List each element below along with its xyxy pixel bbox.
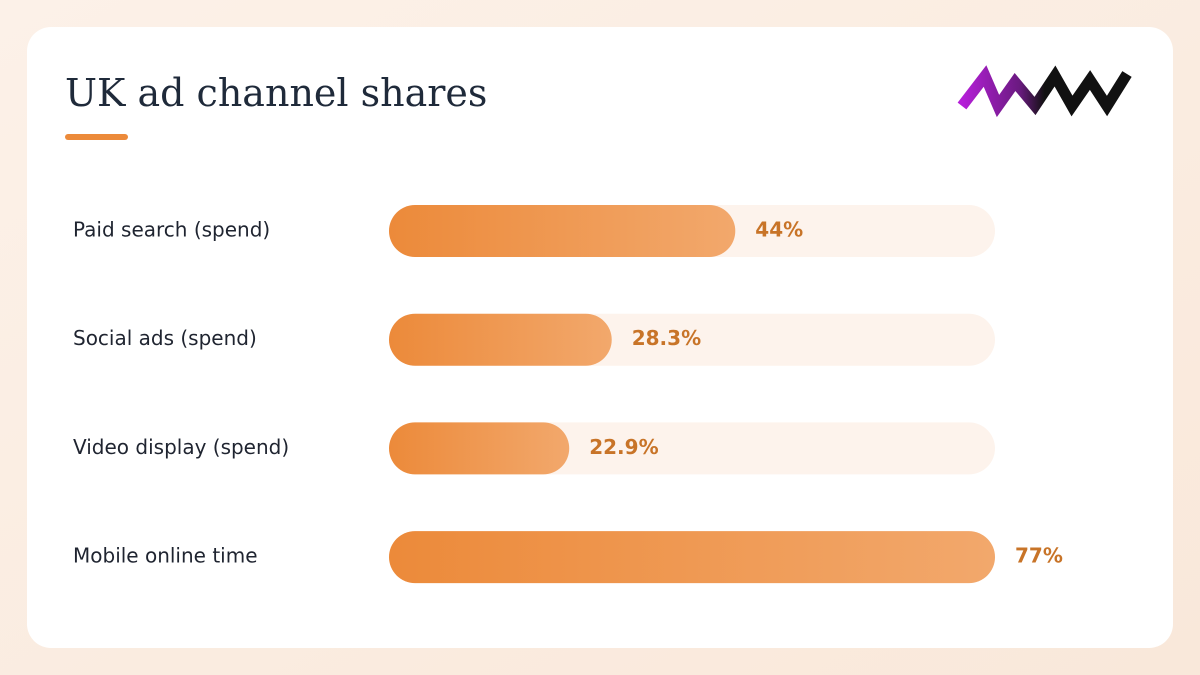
chart-title: UK ad channel shares [65, 71, 487, 115]
bar [389, 313, 612, 366]
value-label: 22.9% [589, 435, 658, 459]
category-label: Paid search (spend) [73, 218, 270, 242]
category-label: Video display (spend) [73, 435, 289, 459]
bar [389, 531, 995, 584]
value-label: 77% [1015, 544, 1063, 568]
bar [389, 205, 736, 257]
bar [389, 422, 570, 475]
plot: Paid search (spend) 44% Social ads (spend)… [73, 205, 1063, 584]
title-underline [65, 134, 128, 140]
category-label: Social ads (spend) [73, 326, 257, 350]
value-label: 44% [755, 218, 803, 242]
logo [957, 65, 1132, 118]
category-label: Mobile online time [73, 544, 258, 568]
value-label: 28.3% [632, 326, 701, 350]
